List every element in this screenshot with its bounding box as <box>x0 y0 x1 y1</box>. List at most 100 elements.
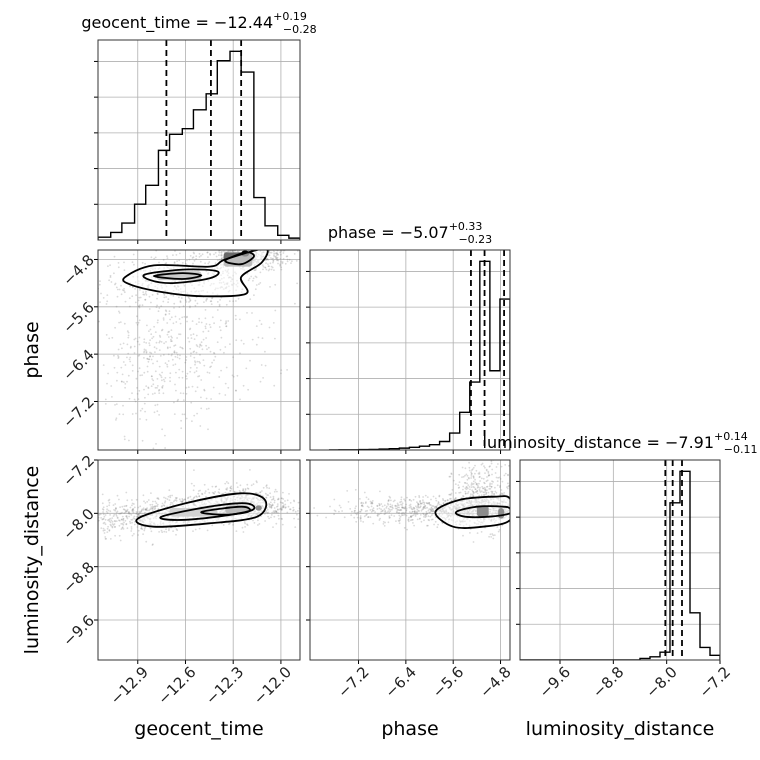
sample-point <box>458 491 461 494</box>
sample-point <box>215 485 218 488</box>
sample-point <box>427 519 430 521</box>
sample-point <box>154 500 157 503</box>
sample-point <box>490 485 493 488</box>
sample-point <box>135 377 138 380</box>
sample-point <box>193 252 196 255</box>
sample-point <box>408 504 411 507</box>
sample-point <box>262 268 264 271</box>
sample-point <box>114 283 116 286</box>
sample-point <box>475 483 478 486</box>
sample-point <box>479 480 481 482</box>
sample-point <box>277 514 280 517</box>
sample-point <box>297 501 300 504</box>
sample-point <box>126 510 128 512</box>
sample-point <box>411 514 414 517</box>
sample-point <box>389 516 391 519</box>
sample-point <box>372 507 375 510</box>
sample-point <box>192 351 195 354</box>
sample-point <box>272 498 275 501</box>
sample-point <box>393 515 396 517</box>
sample-point <box>474 488 477 491</box>
sample-point <box>118 413 121 415</box>
sample-point <box>171 502 174 504</box>
sample-point <box>270 506 273 509</box>
sample-point <box>472 490 475 493</box>
sample-point <box>285 255 288 258</box>
sample-point <box>124 519 127 522</box>
sample-point <box>227 482 230 485</box>
sample-point <box>422 496 424 498</box>
sample-point <box>206 371 209 374</box>
sample-point <box>470 472 473 475</box>
sample-point <box>144 502 147 504</box>
sample-point <box>138 306 141 309</box>
sample-point <box>212 386 215 389</box>
sample-point <box>476 486 479 489</box>
sample-point <box>131 518 134 521</box>
sample-point <box>185 386 188 389</box>
sample-point <box>158 531 161 533</box>
sample-point <box>419 505 422 508</box>
sample-point <box>395 520 397 522</box>
sample-point <box>179 500 182 503</box>
sample-point <box>292 509 294 512</box>
sample-point <box>104 518 107 521</box>
sample-point <box>465 486 468 488</box>
sample-point <box>423 519 425 522</box>
sample-point <box>420 502 422 505</box>
sample-point <box>170 329 173 331</box>
sample-point <box>387 500 390 502</box>
sample-point <box>376 504 379 507</box>
sample-point <box>461 476 463 478</box>
sample-point <box>112 515 115 517</box>
sample-point <box>179 322 182 325</box>
sample-point <box>210 303 213 305</box>
sample-point <box>192 497 195 499</box>
sample-point <box>148 342 151 344</box>
sample-point <box>176 497 178 499</box>
sample-point <box>391 504 394 507</box>
sample-point <box>442 502 445 504</box>
sample-point <box>143 500 145 503</box>
sample-point <box>120 528 123 530</box>
sample-point <box>176 400 179 402</box>
sample-point <box>211 316 214 319</box>
sample-point <box>384 512 387 515</box>
sample-point <box>262 486 265 489</box>
sample-point <box>401 507 404 509</box>
sample-point <box>470 486 473 488</box>
sample-point <box>247 279 250 282</box>
sample-point <box>469 532 471 534</box>
sample-point <box>188 301 190 303</box>
sample-point <box>472 476 475 478</box>
sample-point <box>273 250 275 253</box>
sample-point <box>159 374 162 377</box>
sample-point <box>274 256 277 259</box>
sample-point <box>111 525 114 528</box>
sample-point <box>115 520 118 522</box>
sample-point <box>194 363 196 366</box>
sample-point <box>107 372 109 375</box>
sample-point <box>220 253 223 256</box>
sample-point <box>163 294 166 296</box>
sample-point <box>111 520 114 523</box>
sample-point <box>466 482 468 485</box>
sample-point <box>500 492 503 495</box>
sample-point <box>413 524 415 527</box>
sample-point <box>491 480 493 483</box>
sample-point <box>425 510 428 513</box>
sample-point <box>119 506 121 509</box>
sample-point <box>268 254 271 257</box>
sample-point <box>154 370 157 373</box>
sample-point <box>362 521 365 523</box>
sample-point <box>134 400 137 403</box>
sample-point <box>280 508 283 511</box>
sample-point <box>438 503 441 506</box>
sample-point <box>448 475 451 478</box>
sample-point <box>105 510 108 513</box>
sample-point <box>229 487 232 490</box>
sample-point <box>133 263 135 266</box>
sample-point <box>127 334 130 337</box>
sample-point <box>281 261 284 263</box>
sample-point <box>186 259 188 262</box>
